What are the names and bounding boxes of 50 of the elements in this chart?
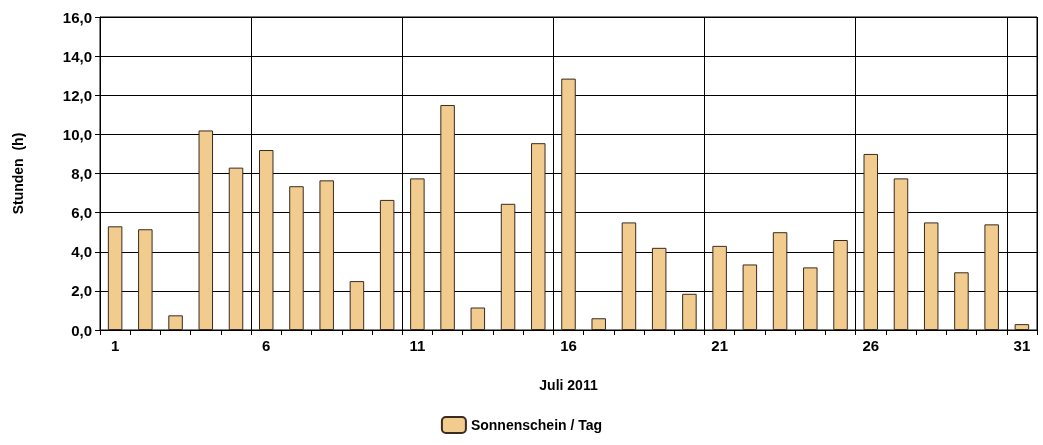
bar [923, 222, 939, 330]
x-tick-label: 31 [1013, 337, 1031, 354]
bar [138, 229, 153, 330]
bar [410, 178, 425, 330]
bar [470, 307, 486, 330]
bar [228, 167, 244, 330]
x-tick-label: 16 [560, 337, 577, 354]
y-tick-label: 6,0 [71, 204, 92, 222]
x-tick-label: 21 [711, 337, 728, 354]
y-tick-label: 12,0 [62, 86, 92, 104]
bar [954, 272, 969, 330]
y-axis-title: Stunden (h) [10, 132, 26, 215]
bar [1014, 324, 1030, 330]
bar [500, 203, 516, 330]
bar [319, 180, 334, 330]
y-tick-label: 0,0 [71, 321, 92, 339]
bar [198, 130, 214, 330]
x-tick-label: 26 [862, 337, 880, 354]
x-tick-label: 6 [262, 337, 271, 354]
bar [440, 105, 455, 330]
x-tick-label: 11 [409, 337, 426, 354]
bar [349, 281, 365, 330]
bar [984, 224, 999, 330]
bar [803, 267, 818, 330]
bar [621, 222, 637, 330]
bar [258, 150, 274, 330]
legend-label: Sonnenschein / Tag [470, 417, 603, 433]
bar [863, 153, 879, 330]
bar [772, 232, 788, 330]
bar [379, 199, 395, 330]
bar [712, 245, 727, 330]
bar [561, 78, 576, 330]
y-tick-label: 4,0 [71, 243, 92, 261]
x-tick-label: 1 [110, 337, 120, 354]
bar [682, 293, 697, 330]
bar [833, 240, 848, 330]
bar [893, 178, 909, 330]
y-tick-label: 10,0 [62, 125, 92, 143]
bar [531, 143, 546, 330]
bar [168, 315, 183, 330]
bar [651, 247, 667, 330]
y-tick-label: 2,0 [71, 282, 92, 300]
y-tick-label: 14,0 [62, 47, 92, 65]
bar [742, 264, 758, 330]
y-tick-label: 8,0 [71, 165, 92, 182]
x-axis-title: Juli 2011 [539, 377, 598, 393]
bar [591, 318, 606, 330]
y-tick-label: 16,0 [62, 8, 92, 26]
bar [107, 226, 123, 330]
bar [289, 186, 304, 330]
